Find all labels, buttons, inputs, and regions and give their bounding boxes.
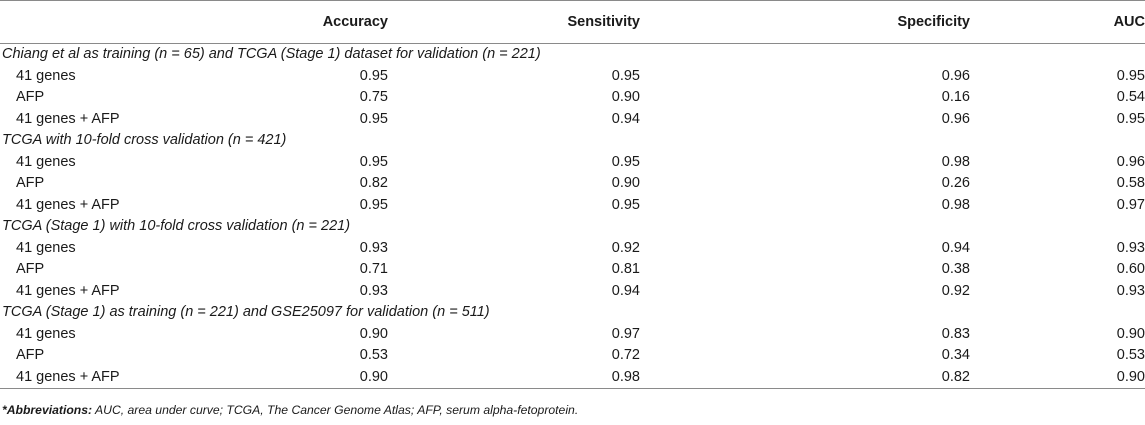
table-row: 41 genes 0.95 0.95 0.96 0.95 bbox=[0, 66, 1145, 88]
footnote-text: AUC, area under curve; TCGA, The Cancer … bbox=[92, 403, 579, 417]
cell-auc: 0.54 bbox=[1116, 89, 1145, 105]
cell-accuracy: 0.90 bbox=[359, 325, 388, 342]
cell-accuracy: 0.95 bbox=[359, 153, 388, 170]
cell-auc: 0.97 bbox=[1116, 196, 1145, 213]
table-row: 41 genes + AFP 0.90 0.98 0.82 0.90 bbox=[0, 366, 1145, 389]
cell-auc: 0.53 bbox=[1116, 347, 1145, 363]
cell-sensitivity: 0.94 bbox=[611, 110, 640, 127]
cell-accuracy: 0.82 bbox=[359, 175, 388, 191]
cell-specificity: 0.92 bbox=[941, 282, 970, 299]
cell-auc: 0.95 bbox=[1116, 110, 1145, 127]
table-row: 41 genes 0.95 0.95 0.98 0.96 bbox=[0, 152, 1145, 174]
cell-auc: 0.90 bbox=[970, 366, 1145, 389]
cell-specificity: 0.34 bbox=[941, 347, 970, 363]
section-title: TCGA (Stage 1) with 10-fold cross valida… bbox=[2, 218, 351, 234]
cell-auc: 0.93 bbox=[1116, 239, 1145, 256]
header-blank bbox=[0, 0, 250, 44]
cell-accuracy: 0.95 bbox=[359, 110, 388, 127]
abbreviations-footnote: *Abbreviations: AUC, area under curve; T… bbox=[2, 403, 578, 417]
cell-sensitivity: 0.95 bbox=[611, 67, 640, 84]
header-auc: AUC bbox=[970, 0, 1145, 44]
cell-accuracy: 0.53 bbox=[359, 347, 388, 363]
cell-accuracy: 0.71 bbox=[359, 261, 388, 277]
cell-auc: 0.90 bbox=[1116, 325, 1145, 342]
table-row: AFP 0.53 0.72 0.34 0.53 bbox=[0, 345, 1145, 367]
cell-specificity: 0.98 bbox=[941, 196, 970, 213]
cell-specificity: 0.82 bbox=[640, 366, 970, 389]
cell-specificity: 0.26 bbox=[941, 175, 970, 191]
cell-accuracy: 0.90 bbox=[250, 366, 388, 389]
header-accuracy: Accuracy bbox=[250, 0, 388, 44]
cell-specificity: 0.16 bbox=[941, 89, 970, 105]
cell-accuracy: 0.93 bbox=[359, 239, 388, 256]
row-label: 41 genes bbox=[16, 325, 76, 342]
cell-sensitivity: 0.72 bbox=[611, 347, 640, 363]
row-label: AFP bbox=[16, 89, 45, 105]
row-label: 41 genes bbox=[16, 153, 76, 170]
row-label: AFP bbox=[16, 347, 45, 363]
cell-accuracy: 0.95 bbox=[359, 67, 388, 84]
cell-sensitivity: 0.92 bbox=[611, 239, 640, 256]
table-body: Chiang et al as training (n = 65) and TC… bbox=[0, 44, 1145, 389]
cell-sensitivity: 0.95 bbox=[611, 153, 640, 170]
row-label: 41 genes + AFP bbox=[16, 110, 120, 127]
cell-auc: 0.93 bbox=[1116, 282, 1145, 299]
row-label: 41 genes bbox=[16, 239, 76, 256]
cell-specificity: 0.96 bbox=[941, 67, 970, 84]
section-title: Chiang et al as training (n = 65) and TC… bbox=[2, 46, 541, 62]
cell-sensitivity: 0.81 bbox=[611, 261, 640, 277]
table-row: 41 genes + AFP 0.95 0.95 0.98 0.97 bbox=[0, 195, 1145, 217]
cell-specificity: 0.96 bbox=[941, 110, 970, 127]
cell-sensitivity: 0.95 bbox=[611, 196, 640, 213]
header-specificity: Specificity bbox=[640, 0, 970, 44]
row-label: 41 genes + AFP bbox=[16, 282, 120, 299]
row-label: 41 genes bbox=[16, 67, 76, 84]
header-row: Accuracy Sensitivity Specificity AUC bbox=[0, 0, 1145, 44]
cell-sensitivity: 0.98 bbox=[388, 366, 640, 389]
row-label: 41 genes + AFP bbox=[16, 196, 120, 213]
cell-sensitivity: 0.97 bbox=[611, 325, 640, 342]
section-row: TCGA with 10-fold cross validation (n = … bbox=[0, 130, 1145, 152]
cell-specificity: 0.83 bbox=[941, 325, 970, 342]
header-sensitivity: Sensitivity bbox=[388, 0, 640, 44]
table-row: 41 genes + AFP 0.95 0.94 0.96 0.95 bbox=[0, 109, 1145, 131]
cell-accuracy: 0.93 bbox=[359, 282, 388, 299]
cell-accuracy: 0.95 bbox=[359, 196, 388, 213]
table-row: 41 genes 0.90 0.97 0.83 0.90 bbox=[0, 324, 1145, 346]
cell-auc: 0.96 bbox=[1116, 153, 1145, 170]
row-label: AFP bbox=[16, 261, 45, 277]
cell-sensitivity: 0.90 bbox=[611, 175, 640, 191]
cell-auc: 0.95 bbox=[1116, 67, 1145, 84]
cell-specificity: 0.94 bbox=[941, 239, 970, 256]
section-title: TCGA (Stage 1) as training (n = 221) and… bbox=[2, 304, 490, 320]
row-label: AFP bbox=[16, 175, 45, 191]
table-row: AFP 0.75 0.90 0.16 0.54 bbox=[0, 87, 1145, 109]
cell-specificity: 0.38 bbox=[941, 261, 970, 277]
table-row: AFP 0.82 0.90 0.26 0.58 bbox=[0, 173, 1145, 195]
table-row: 41 genes + AFP 0.93 0.94 0.92 0.93 bbox=[0, 281, 1145, 303]
cell-auc: 0.58 bbox=[1116, 175, 1145, 191]
cell-sensitivity: 0.90 bbox=[611, 89, 640, 105]
section-title: TCGA with 10-fold cross validation (n = … bbox=[2, 132, 287, 148]
table-row: AFP 0.71 0.81 0.38 0.60 bbox=[0, 259, 1145, 281]
cell-sensitivity: 0.94 bbox=[611, 282, 640, 299]
cell-accuracy: 0.75 bbox=[359, 89, 388, 105]
cell-auc: 0.60 bbox=[1116, 261, 1145, 277]
cell-specificity: 0.98 bbox=[941, 153, 970, 170]
results-table: Accuracy Sensitivity Specificity AUC Chi… bbox=[0, 0, 1145, 389]
row-label: 41 genes + AFP bbox=[0, 366, 250, 389]
section-row: TCGA (Stage 1) as training (n = 221) and… bbox=[0, 302, 1145, 324]
section-row: TCGA (Stage 1) with 10-fold cross valida… bbox=[0, 216, 1145, 238]
footnote-lead: *Abbreviations: bbox=[2, 403, 93, 417]
section-row: Chiang et al as training (n = 65) and TC… bbox=[0, 44, 1145, 66]
table-row: 41 genes 0.93 0.92 0.94 0.93 bbox=[0, 238, 1145, 260]
